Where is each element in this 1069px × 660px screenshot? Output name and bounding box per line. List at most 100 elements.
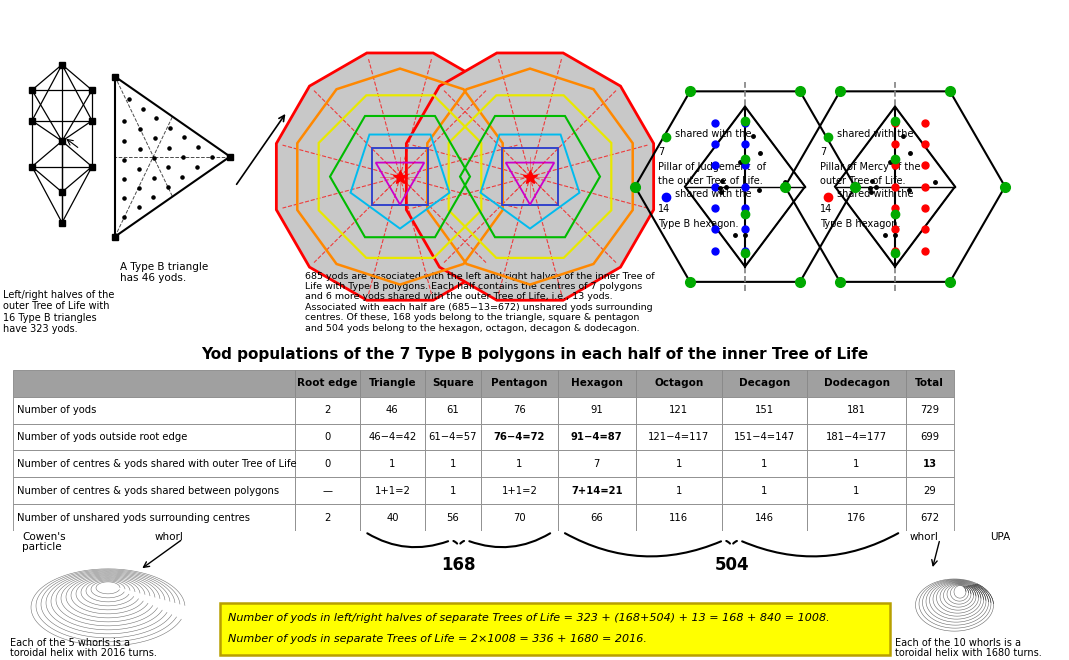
Text: 1: 1 (853, 486, 859, 496)
Text: 29: 29 (924, 486, 936, 496)
Text: Type B hexagon.: Type B hexagon. (820, 218, 900, 228)
Bar (558, 450, 636, 477)
Text: Hexagon: Hexagon (571, 378, 622, 388)
Text: 7: 7 (593, 459, 600, 469)
Text: shared with the: shared with the (837, 129, 914, 139)
Bar (481, 424, 558, 450)
Text: 1: 1 (516, 459, 523, 469)
Text: whorl: whorl (155, 532, 184, 542)
Bar (558, 397, 636, 424)
Text: Triangle: Triangle (369, 378, 416, 388)
Bar (481, 450, 558, 477)
Bar (905, 424, 954, 450)
Text: 40: 40 (386, 513, 399, 523)
Bar (905, 370, 954, 397)
Bar (424, 424, 481, 450)
Bar (722, 370, 807, 397)
Bar (807, 477, 905, 504)
Text: 0: 0 (324, 459, 330, 469)
Text: Number of yods in left/right halves of separate Trees of Life = 323 + (168+504) : Number of yods in left/right halves of s… (228, 613, 830, 623)
Text: 1: 1 (761, 459, 768, 469)
Bar (424, 504, 481, 531)
Bar (424, 477, 481, 504)
Text: Root edge: Root edge (297, 378, 358, 388)
Text: 76: 76 (513, 405, 526, 415)
Bar (295, 450, 360, 477)
Text: 1: 1 (853, 459, 859, 469)
Bar (807, 397, 905, 424)
Text: —: — (323, 486, 332, 496)
Text: Pentagon: Pentagon (491, 378, 547, 388)
Polygon shape (277, 53, 524, 300)
Text: Left/right halves of the
outer Tree of Life with
16 Type B triangles
have 323 yo: Left/right halves of the outer Tree of L… (3, 290, 114, 335)
Bar (905, 450, 954, 477)
Text: 1+1=2: 1+1=2 (501, 486, 538, 496)
Text: 13: 13 (923, 459, 936, 469)
Bar (360, 424, 424, 450)
Text: 1: 1 (676, 486, 682, 496)
Text: Number of yods outside root edge: Number of yods outside root edge (17, 432, 187, 442)
Text: 729: 729 (920, 405, 940, 415)
Bar (722, 504, 807, 531)
Bar (360, 504, 424, 531)
Text: 76−4=72: 76−4=72 (494, 432, 545, 442)
Bar (13, 424, 295, 450)
Text: Number of unshared yods surrounding centres: Number of unshared yods surrounding cent… (17, 513, 250, 523)
Text: 1: 1 (389, 459, 396, 469)
Text: shared with the: shared with the (837, 189, 914, 199)
Text: 91−4=87: 91−4=87 (571, 432, 622, 442)
Text: Each of the 10 whorls is a: Each of the 10 whorls is a (895, 638, 1021, 648)
Text: 2: 2 (324, 513, 330, 523)
Text: 181: 181 (847, 405, 866, 415)
Bar (13, 477, 295, 504)
Text: 61: 61 (447, 405, 460, 415)
Text: 91: 91 (590, 405, 603, 415)
Bar (636, 450, 722, 477)
Text: Decagon: Decagon (739, 378, 790, 388)
Bar (636, 504, 722, 531)
Bar (295, 424, 360, 450)
Bar (636, 477, 722, 504)
Bar (481, 397, 558, 424)
Bar (807, 370, 905, 397)
Text: particle: particle (22, 542, 62, 552)
Text: 7: 7 (659, 147, 664, 156)
Bar (220, 603, 890, 655)
Bar (722, 477, 807, 504)
Text: 1: 1 (761, 486, 768, 496)
Text: toroidal helix with 2016 turns.: toroidal helix with 2016 turns. (10, 648, 157, 658)
Text: Pillar of Judgement  of: Pillar of Judgement of (659, 162, 766, 172)
Bar (722, 397, 807, 424)
Bar (424, 370, 481, 397)
Text: outer Tree of Life.: outer Tree of Life. (820, 176, 905, 185)
Text: 7: 7 (820, 147, 826, 156)
Bar (905, 504, 954, 531)
Bar (13, 450, 295, 477)
Bar (807, 424, 905, 450)
Text: UPA: UPA (990, 532, 1010, 542)
Bar (424, 397, 481, 424)
Bar (636, 370, 722, 397)
Bar (481, 370, 558, 397)
Text: the outer Tree of Life.: the outer Tree of Life. (659, 176, 763, 185)
Bar (807, 504, 905, 531)
Bar (905, 397, 954, 424)
Text: 0: 0 (324, 432, 330, 442)
Text: 14: 14 (659, 203, 670, 214)
Text: Number of centres & yods shared with outer Tree of Life: Number of centres & yods shared with out… (17, 459, 296, 469)
Text: toroidal helix with 1680 turns.: toroidal helix with 1680 turns. (895, 648, 1042, 658)
Text: 116: 116 (669, 513, 688, 523)
Text: 46−4=42: 46−4=42 (368, 432, 417, 442)
Bar (905, 477, 954, 504)
Bar (295, 504, 360, 531)
Text: 46: 46 (386, 405, 399, 415)
Bar (360, 397, 424, 424)
Text: whorl: whorl (910, 532, 939, 542)
Text: 70: 70 (513, 513, 526, 523)
Bar (558, 504, 636, 531)
Text: 121: 121 (669, 405, 688, 415)
Bar (360, 450, 424, 477)
Bar (807, 450, 905, 477)
Text: 1: 1 (450, 486, 456, 496)
Bar (295, 397, 360, 424)
